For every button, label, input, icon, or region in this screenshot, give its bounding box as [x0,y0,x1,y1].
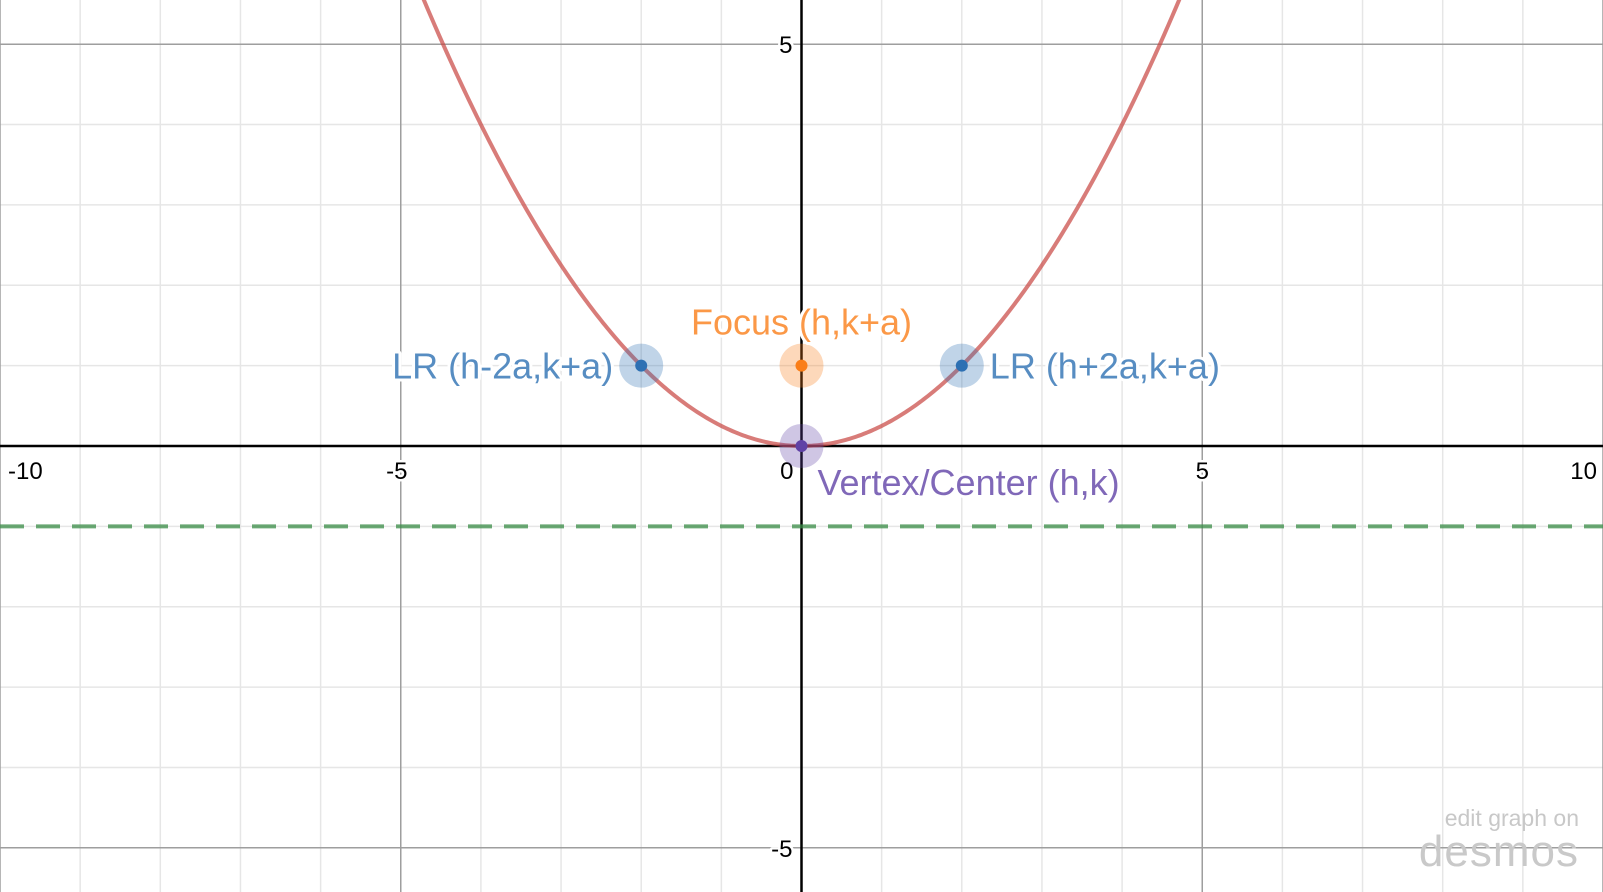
x-tick-label: 5 [1196,458,1209,485]
point-label: Vertex/Center (h,k) [818,462,1120,503]
desmos-badge-link[interactable]: edit graph on desmos [1419,806,1579,874]
point-marker[interactable] [795,440,808,452]
point-marker[interactable] [955,359,968,372]
x-tick-label: 10 [1570,458,1597,485]
point-label: LR (h+2a,k+a) [990,346,1220,387]
point-marker[interactable] [635,359,648,372]
point-label: LR (h-2a,k+a) [392,346,613,387]
point-marker[interactable] [795,359,808,372]
point-label: Focus (h,k+a) [691,302,912,343]
desmos-logo: desmos [1418,827,1579,876]
x-tick-label: -5 [386,458,407,485]
tick-labels: -10 -5 0 5 10 5 -5 [6,30,1600,866]
x-tick-label: 0 [780,458,793,485]
y-tick-label: 5 [779,32,792,59]
badge-text: edit graph on [1444,805,1579,831]
y-tick-label: -5 [771,836,792,863]
points [619,343,984,468]
x-tick-label: -10 [8,458,43,485]
point-labels: LR (h-2a,k+a) Focus (h,k+a) LR (h+2a,k+a) V… [389,299,1223,506]
